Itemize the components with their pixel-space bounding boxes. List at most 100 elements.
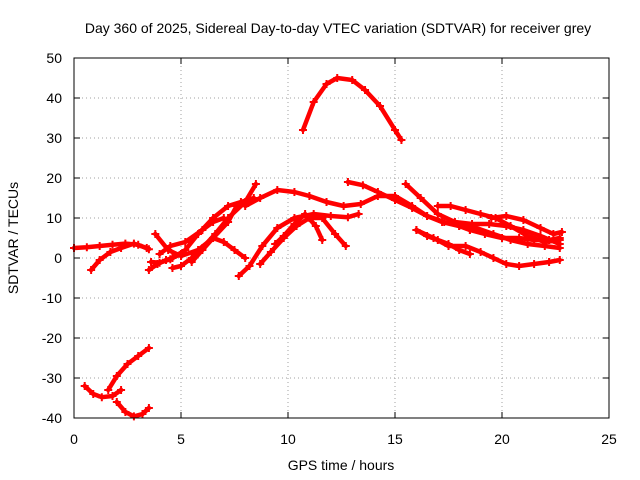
- data-point-marker: [117, 386, 126, 394]
- data-point-marker: [298, 126, 307, 134]
- data-point-marker: [97, 393, 106, 402]
- series-line: [403, 181, 563, 247]
- series-arc-11: [187, 234, 250, 266]
- data-point-marker: [198, 226, 207, 234]
- series-line: [189, 235, 248, 265]
- data-point-marker: [89, 390, 98, 398]
- data-point-marker: [401, 180, 410, 188]
- data-point-marker: [343, 178, 352, 186]
- y-tick-label: 10: [46, 210, 62, 226]
- data-point-marker: [153, 260, 162, 268]
- data-point-marker: [256, 260, 265, 268]
- data-point-marker: [408, 204, 417, 212]
- series-arc-6: [87, 239, 151, 274]
- data-point-marker: [95, 256, 104, 264]
- data-point-marker: [151, 230, 160, 238]
- series-line: [105, 345, 152, 393]
- data-point-marker: [144, 266, 153, 274]
- data-point-marker: [416, 194, 425, 202]
- data-point-marker: [271, 240, 280, 248]
- data-point-marker: [391, 196, 399, 204]
- series-arc-13: [256, 214, 350, 268]
- data-point-marker: [433, 210, 442, 218]
- data-point-marker: [397, 136, 406, 144]
- data-point-marker: [536, 224, 545, 232]
- data-point-marker: [455, 246, 464, 254]
- data-point-marker: [155, 250, 164, 258]
- data-point-marker: [339, 202, 348, 210]
- data-point-marker: [219, 214, 228, 222]
- data-point-marker: [391, 126, 399, 134]
- plot-frame: [73, 57, 610, 419]
- data-point-marker: [343, 213, 352, 222]
- series-arc-14: [271, 210, 327, 248]
- x-tick-label: 5: [177, 431, 185, 447]
- data-point-marker: [129, 239, 138, 248]
- data-point-marker: [326, 212, 335, 220]
- data-point-marker: [108, 240, 117, 249]
- data-point-marker: [545, 258, 554, 266]
- data-point-marker: [177, 250, 185, 258]
- data-point-marker: [112, 372, 121, 380]
- data-point-marker: [433, 202, 442, 210]
- x-tick-label: 15: [387, 431, 403, 447]
- data-point-marker: [412, 226, 421, 234]
- data-point-marker: [142, 244, 151, 252]
- data-point-marker: [322, 198, 331, 206]
- y-tick-label: -10: [42, 290, 62, 306]
- series-arc-20: [412, 226, 474, 258]
- data-point-marker: [198, 246, 207, 254]
- series-arc-21: [465, 226, 564, 244]
- data-point-marker: [476, 248, 485, 256]
- data-point-marker: [209, 234, 218, 242]
- series-arc-4: [112, 398, 153, 421]
- x-tick-label: 10: [280, 431, 296, 447]
- series-arc-22: [487, 212, 566, 238]
- data-point-marker: [256, 194, 265, 202]
- y-tick-label: 40: [46, 90, 62, 106]
- data-point-marker: [134, 352, 143, 360]
- chart-title: Day 360 of 2025, Sidereal Day-to-day VTE…: [85, 20, 591, 36]
- data-point-marker: [266, 248, 275, 256]
- data-point-marker: [121, 408, 130, 416]
- data-point-marker: [438, 218, 447, 226]
- data-point-marker: [144, 404, 153, 412]
- data-point-marker: [333, 74, 342, 82]
- data-point-marker: [187, 258, 196, 266]
- x-tick-label: 25: [601, 431, 617, 447]
- data-point-marker: [373, 188, 382, 196]
- data-point-marker: [376, 102, 385, 110]
- data-point-marker: [502, 260, 511, 268]
- series-line: [300, 75, 404, 143]
- data-point-marker: [489, 254, 498, 262]
- series-line: [272, 211, 325, 247]
- data-point-marker: [356, 200, 365, 208]
- data-point-marker: [461, 242, 470, 250]
- data-point-marker: [241, 202, 250, 210]
- data-point-marker: [123, 360, 132, 368]
- data-point-marker: [273, 186, 282, 194]
- data-point-marker: [555, 234, 564, 242]
- series-arc-1: [298, 74, 406, 144]
- data-point-marker: [166, 242, 175, 250]
- data-point-marker: [444, 240, 453, 248]
- y-tick-label: -20: [42, 330, 62, 346]
- data-point-marker: [358, 181, 367, 190]
- data-point-marker: [144, 344, 153, 352]
- data-point-marker: [224, 202, 233, 210]
- data-point-marker: [487, 214, 496, 222]
- data-point-marker: [519, 216, 528, 224]
- data-point-marker: [446, 202, 455, 210]
- data-point-marker: [95, 242, 104, 250]
- data-point-marker: [80, 382, 89, 390]
- axis-ticks: 0 5 10 15 20 25 -40 -30 -20 -10 0 10 20 30 40 50: [42, 50, 617, 447]
- data-point-marker: [465, 226, 474, 234]
- data-point-marker: [245, 262, 254, 270]
- data-point-marker: [468, 220, 477, 228]
- data-point-marker: [354, 210, 363, 218]
- data-series: [70, 74, 566, 421]
- data-point-marker: [549, 230, 558, 238]
- series-arc-10: [155, 214, 228, 258]
- data-point-marker: [181, 238, 190, 246]
- data-point-marker: [311, 222, 320, 230]
